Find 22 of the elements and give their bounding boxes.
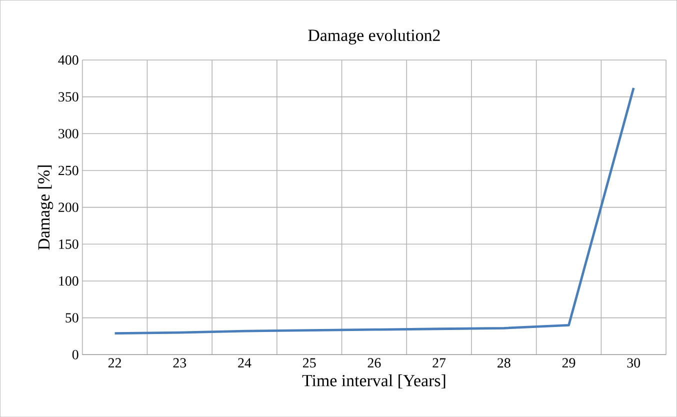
x-tick-label: 30 xyxy=(627,358,640,368)
y-tick-label: 100 xyxy=(59,276,78,286)
x-tick-label: 23 xyxy=(173,358,186,368)
x-tick-label: 28 xyxy=(498,358,510,368)
y-tick-label: 350 xyxy=(58,92,78,102)
y-tick-label: 400 xyxy=(58,55,78,65)
y-axis-title: Damage [%] xyxy=(38,165,54,250)
x-tick-label: 25 xyxy=(302,358,316,368)
y-tick-label: 300 xyxy=(58,128,78,138)
x-tick-label: 26 xyxy=(368,358,381,368)
chart-title: Damage evolution2 xyxy=(308,29,440,44)
x-tick-label: 24 xyxy=(238,358,252,368)
line-series xyxy=(114,86,635,334)
y-tick-label: 150 xyxy=(59,239,78,249)
x-tick-label: 22 xyxy=(108,358,121,368)
x-axis-title: Time interval [Years] xyxy=(302,374,446,388)
x-tick-label: 27 xyxy=(432,358,446,368)
x-tick-label: 29 xyxy=(562,358,576,368)
y-tick-label: 0 xyxy=(72,350,78,360)
y-tick-label: 250 xyxy=(58,166,78,176)
y-tick-label: 200 xyxy=(58,202,78,212)
y-tick-label: 50 xyxy=(66,313,78,322)
